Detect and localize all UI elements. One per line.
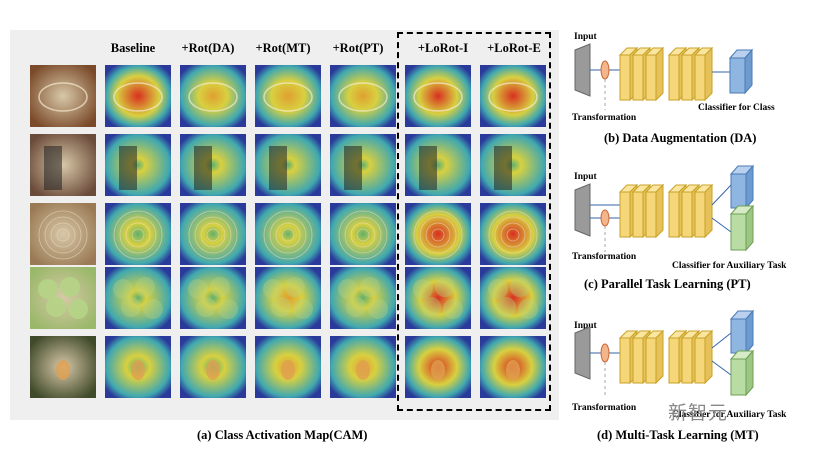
- cam-overlay-man-with-instrument-rot-da: [194, 146, 212, 190]
- diagram-d-input-label: Input: [574, 321, 597, 331]
- transformation-circle-d: [600, 343, 610, 363]
- classifier-block-b: [729, 57, 746, 94]
- cam-overlay-bird-on-branch-lorot-i: [431, 360, 445, 380]
- cam-overlay-octopus-rot-mt: [263, 82, 313, 112]
- transformation-circle-c: [600, 209, 610, 227]
- classifier-block-c-aux: [730, 213, 747, 251]
- cam-image-spiral-shell-rot-pt: [330, 203, 396, 265]
- classifier-block-d-aux: [730, 358, 747, 396]
- cam-overlay-bird-on-branch-lorot-e: [506, 360, 520, 380]
- conv-blocks-d: [618, 329, 714, 385]
- input-plane-d: [574, 326, 591, 380]
- caption-d: (d) Multi-Task Learning (MT): [597, 428, 759, 442]
- input-plane-b: [574, 43, 591, 97]
- watermark: 新智元: [668, 402, 729, 424]
- cam-overlay-octopus-baseline: [113, 82, 163, 112]
- cam-image-octopus-lorot-i: [405, 65, 471, 127]
- cam-overlay-man-with-instrument-rot-mt: [269, 146, 287, 190]
- cam-image-spiral-shell-lorot-i: [405, 203, 471, 265]
- cam-image-man-with-instrument-rot-pt: [330, 134, 396, 196]
- diagram-d-network: [574, 309, 755, 398]
- cam-overlay-man-with-instrument-lorot-e: [494, 146, 512, 190]
- diagram-d-transformation-label: Transformation: [572, 403, 637, 413]
- cam-overlay-bird-on-branch-baseline: [131, 360, 145, 380]
- column-header-rot-mt: +Rot(MT): [255, 41, 311, 55]
- cam-image-spiral-shell-original: [30, 203, 96, 265]
- cam-image-man-with-instrument-original: [30, 134, 96, 196]
- column-header-lorot-e: +LoRot-E: [487, 41, 541, 55]
- column-header-baseline: Baseline: [110, 41, 156, 55]
- column-header-rot-pt: +Rot(PT): [332, 41, 384, 55]
- cam-image-octopus-original: [30, 65, 96, 127]
- cam-image-octopus-rot-da: [180, 65, 246, 127]
- column-header-lorot-i: +LoRot-I: [417, 41, 469, 55]
- cam-overlay-bird-on-branch-rot-da: [206, 360, 220, 380]
- cam-image-bird-on-branch-original: [30, 336, 96, 398]
- cam-overlay-octopus-lorot-e: [488, 82, 538, 112]
- cam-image-spiral-shell-lorot-e: [480, 203, 546, 265]
- cam-image-octopus-baseline: [105, 65, 171, 127]
- diagram-d-classifier-label: Classifier for Auxiliary Task: [672, 410, 787, 420]
- cam-overlay-man-with-instrument-lorot-i: [419, 146, 437, 190]
- cam-overlay-man-with-instrument-baseline: [119, 146, 137, 190]
- diagram-b-network: [574, 43, 754, 110]
- diagram-c-transformation-label: Transformation: [572, 252, 637, 262]
- cam-overlay-bird-on-branch-rot-pt: [356, 360, 370, 380]
- cam-image-man-with-instrument-rot-mt: [255, 134, 321, 196]
- cam-overlay-bird-on-branch-original: [56, 360, 70, 380]
- conv-blocks-b: [618, 46, 714, 102]
- cam-image-green-apples-original: [30, 267, 96, 329]
- cam-image-octopus-rot-pt: [330, 65, 396, 127]
- conv-blocks-c: [618, 183, 714, 239]
- diagram-b-classifier-label: Classifier for Class: [698, 103, 775, 113]
- cam-overlay-octopus-rot-da: [188, 82, 238, 112]
- cam-overlay-octopus-lorot-i: [413, 82, 463, 112]
- cam-overlay-octopus-original: [38, 82, 88, 112]
- cam-image-spiral-shell-rot-mt: [255, 203, 321, 265]
- diagram-b-input-label: Input: [574, 32, 597, 42]
- cam-image-octopus-rot-mt: [255, 65, 321, 127]
- diagram-c-network: [574, 164, 755, 252]
- cam-image-man-with-instrument-rot-da: [180, 134, 246, 196]
- caption-b: (b) Data Augmentation (DA): [604, 131, 757, 145]
- cam-image-bird-on-branch-rot-mt: [255, 336, 321, 398]
- cam-image-man-with-instrument-lorot-e: [480, 134, 546, 196]
- cam-image-green-apples-lorot-i: [405, 267, 471, 329]
- cam-image-spiral-shell-rot-da: [180, 203, 246, 265]
- cam-overlay-bird-on-branch-rot-mt: [281, 360, 295, 380]
- column-header-rot-da: +Rot(DA): [181, 41, 235, 55]
- diagram-c-classifier-label: Classifier for Auxiliary Task: [672, 261, 787, 271]
- input-plane-c: [574, 183, 591, 237]
- cam-image-octopus-lorot-e: [480, 65, 546, 127]
- cam-image-green-apples-rot-mt: [255, 267, 321, 329]
- cam-image-bird-on-branch-baseline: [105, 336, 171, 398]
- cam-image-green-apples-rot-da: [180, 267, 246, 329]
- cam-image-spiral-shell-baseline: [105, 203, 171, 265]
- cam-overlay-man-with-instrument-original: [44, 146, 62, 190]
- caption-c: (c) Parallel Task Learning (PT): [584, 277, 751, 291]
- classifier-block-d-class: [730, 318, 747, 354]
- cam-image-bird-on-branch-lorot-e: [480, 336, 546, 398]
- classifier-block-c-class: [730, 173, 747, 209]
- cam-image-green-apples-rot-pt: [330, 267, 396, 329]
- cam-image-bird-on-branch-lorot-i: [405, 336, 471, 398]
- cam-overlay-man-with-instrument-rot-pt: [344, 146, 362, 190]
- cam-image-bird-on-branch-rot-da: [180, 336, 246, 398]
- transformation-circle-b: [600, 60, 610, 80]
- cam-image-green-apples-lorot-e: [480, 267, 546, 329]
- cam-image-man-with-instrument-lorot-i: [405, 134, 471, 196]
- diagram-c-input-label: Input: [574, 172, 597, 182]
- lorot-highlight-box: [397, 32, 551, 411]
- cam-image-bird-on-branch-rot-pt: [330, 336, 396, 398]
- cam-image-man-with-instrument-baseline: [105, 134, 171, 196]
- diagram-b-transformation-label: Transformation: [572, 113, 637, 123]
- cam-image-green-apples-baseline: [105, 267, 171, 329]
- caption-a: (a) Class Activation Map(CAM): [197, 428, 368, 442]
- cam-overlay-octopus-rot-pt: [338, 82, 388, 112]
